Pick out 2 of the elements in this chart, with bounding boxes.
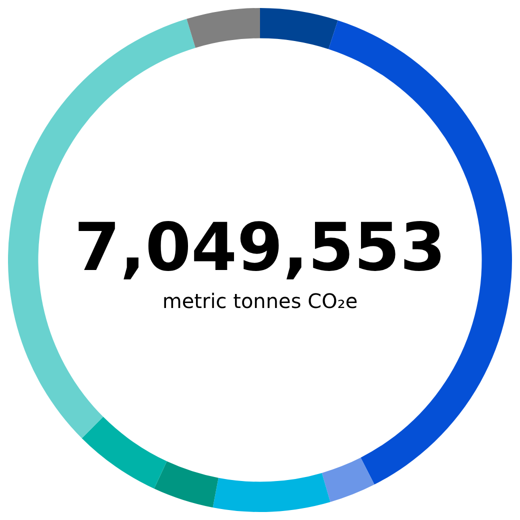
- text: metric tonnes CO₂e: [162, 289, 358, 313]
- text: 7,049,553: [74, 209, 446, 286]
